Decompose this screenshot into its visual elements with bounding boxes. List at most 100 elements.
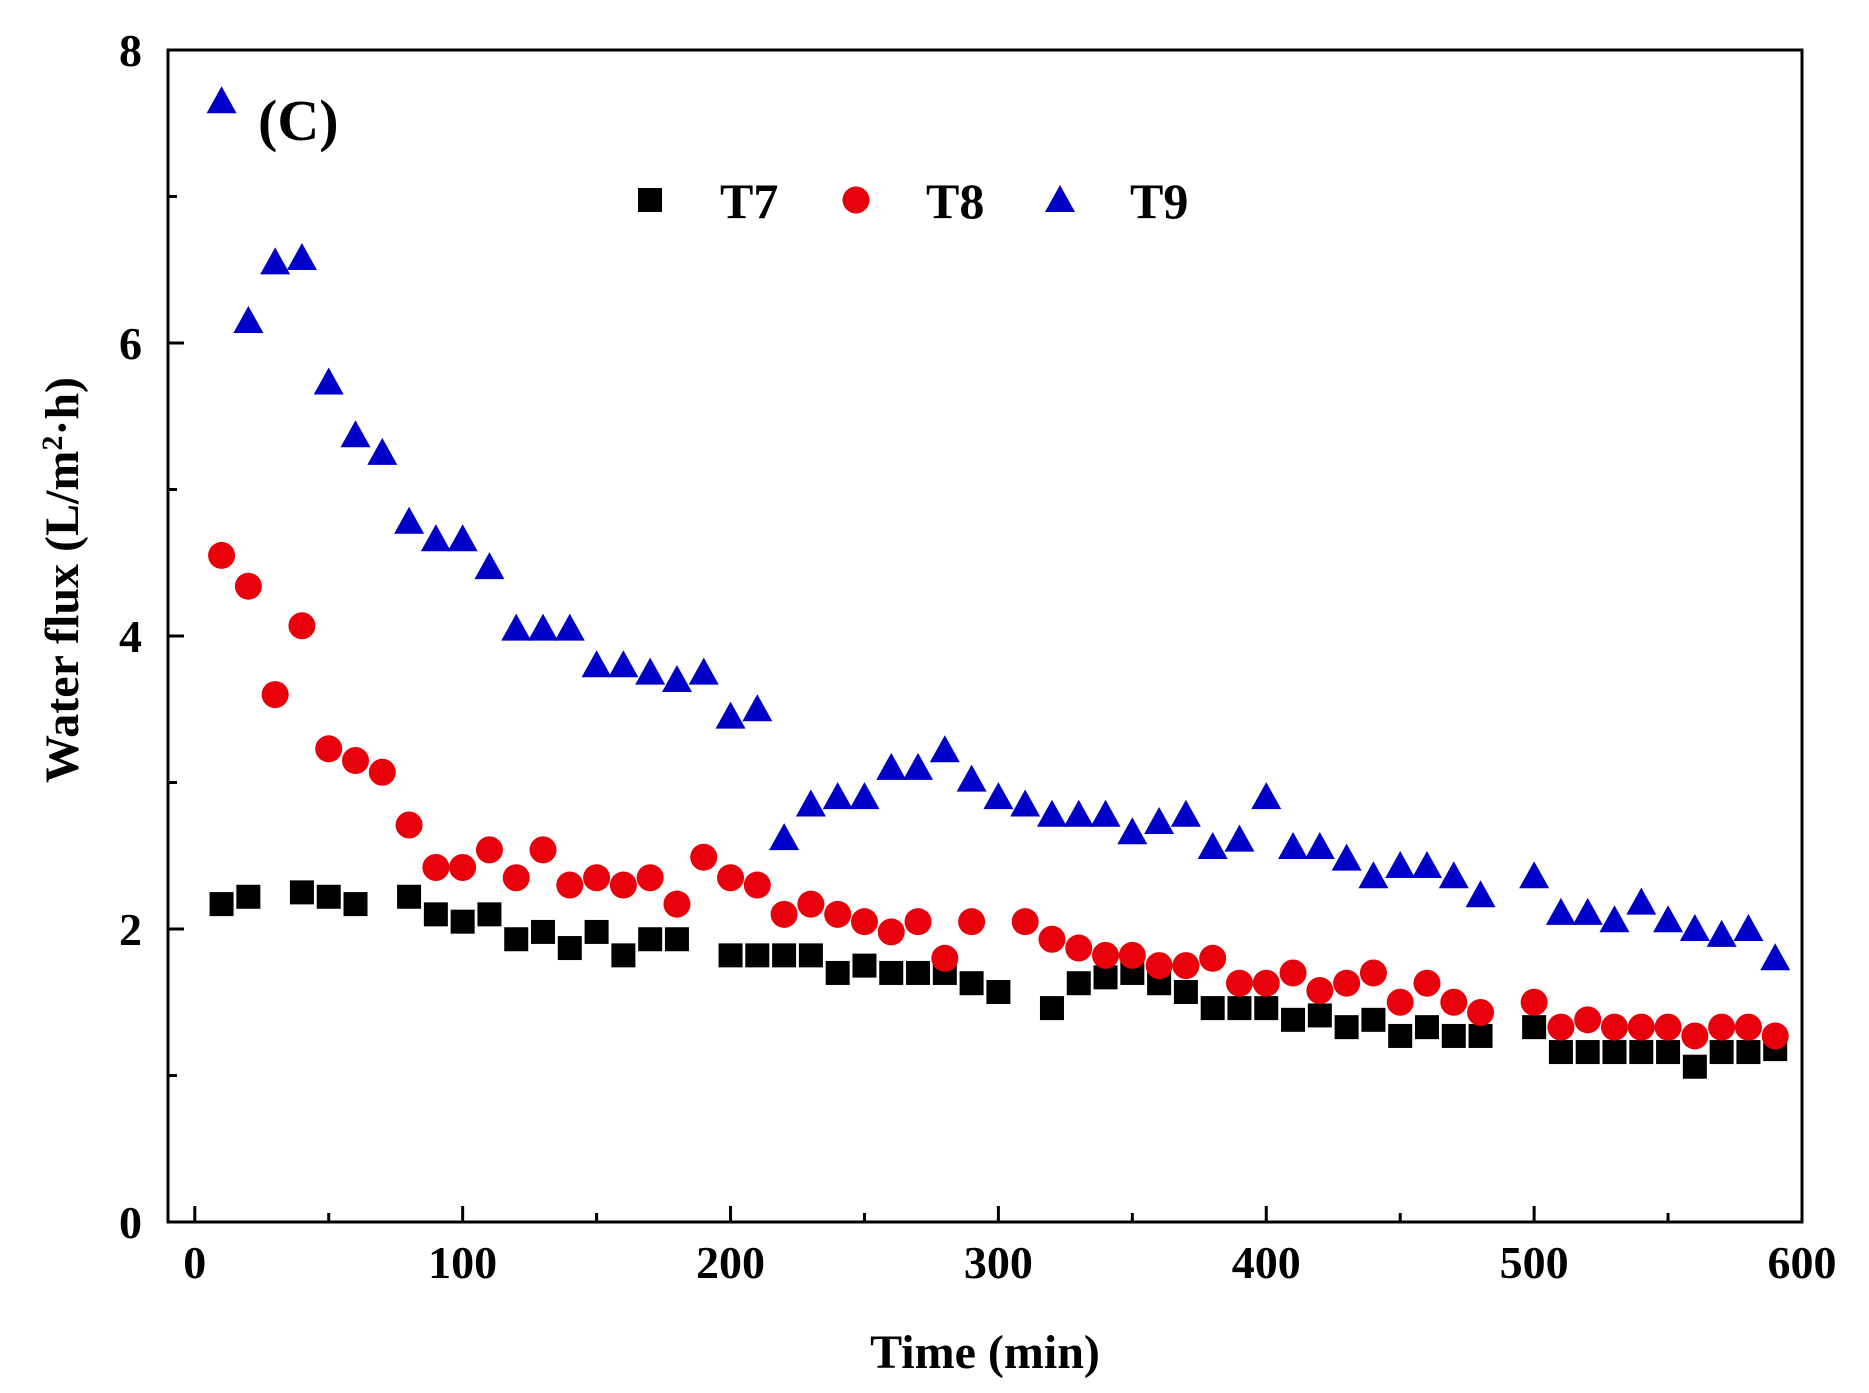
data-point-T9	[849, 782, 880, 810]
data-point-T7	[1173, 979, 1198, 1004]
data-point-T8	[368, 758, 396, 786]
legend-label-T7: T7	[720, 173, 778, 229]
data-point-T8	[1547, 1013, 1575, 1041]
data-point-T8	[1627, 1013, 1655, 1041]
x-tick-label: 300	[964, 1237, 1033, 1288]
legend-marker-T9	[1045, 185, 1075, 212]
data-point-T9	[394, 506, 425, 534]
data-point-T7	[1254, 996, 1279, 1021]
data-point-T7	[316, 884, 341, 909]
data-point-T8	[1333, 969, 1361, 997]
data-point-T9	[635, 657, 666, 685]
data-point-T8	[529, 836, 557, 864]
y-axis-label: Water flux (L/m2·h)	[36, 377, 89, 783]
data-point-T7	[772, 943, 797, 968]
y-tick-label: 8	[119, 25, 142, 76]
data-point-T9	[608, 650, 639, 678]
data-point-T7	[718, 943, 743, 968]
data-point-T9	[447, 524, 478, 552]
data-point-T8	[1172, 952, 1200, 980]
data-point-T8	[904, 908, 932, 936]
data-point-T9	[1010, 789, 1041, 817]
data-point-T7	[611, 943, 636, 968]
data-point-T8	[1306, 977, 1334, 1005]
data-point-T8	[1279, 959, 1307, 987]
data-point-T7	[397, 884, 422, 909]
data-point-T9	[1519, 861, 1550, 889]
series-T8	[208, 541, 1789, 1050]
data-point-T7	[1441, 1023, 1466, 1048]
data-point-T8	[449, 853, 477, 881]
data-point-T8	[663, 890, 691, 918]
y-tick-label: 4	[119, 611, 142, 662]
data-point-T7	[1200, 996, 1225, 1021]
data-point-T7	[798, 943, 823, 968]
data-point-T8	[1065, 934, 1093, 962]
data-point-T9	[1063, 799, 1094, 827]
data-point-T8	[1600, 1013, 1628, 1041]
data-point-T9	[1438, 861, 1469, 889]
y-tick-label: 2	[119, 904, 142, 955]
data-point-T9	[367, 437, 398, 465]
data-point-T7	[1629, 1040, 1654, 1065]
data-point-T8	[743, 871, 771, 899]
data-point-T8	[1038, 925, 1066, 953]
data-point-T7	[1682, 1054, 1707, 1079]
data-point-T9	[1170, 799, 1201, 827]
data-point-T8	[931, 944, 959, 972]
data-point-T8	[636, 864, 664, 892]
data-point-T7	[825, 960, 850, 985]
data-point-T9	[1278, 831, 1309, 859]
data-point-T7	[584, 919, 609, 944]
data-point-T8	[1252, 969, 1280, 997]
data-point-T7	[1388, 1023, 1413, 1048]
x-tick-label: 600	[1768, 1237, 1837, 1288]
data-point-T9	[903, 752, 934, 780]
data-point-T8	[850, 908, 878, 936]
data-point-T9	[769, 823, 800, 851]
data-point-T7	[1468, 1023, 1493, 1048]
data-point-T9	[501, 613, 532, 641]
data-point-T8	[1225, 969, 1253, 997]
data-point-T9	[1465, 880, 1496, 908]
data-point-T9	[1679, 914, 1710, 941]
data-point-T9	[1760, 943, 1791, 971]
data-point-T8	[690, 843, 718, 871]
data-point-T7	[450, 909, 475, 934]
data-point-T8	[1386, 988, 1414, 1016]
data-point-T8	[1708, 1013, 1736, 1041]
x-tick-label: 0	[183, 1237, 206, 1288]
data-point-T8	[315, 735, 343, 763]
data-point-T8	[797, 890, 825, 918]
data-point-T9	[286, 243, 317, 271]
data-point-T8	[288, 612, 316, 640]
data-point-T7	[1227, 996, 1252, 1021]
data-point-T7	[1736, 1040, 1761, 1065]
data-point-T7	[986, 979, 1011, 1004]
data-point-T8	[1199, 944, 1227, 972]
data-point-T7	[209, 892, 234, 917]
data-point-T9	[1411, 851, 1442, 879]
y-tick-label: 6	[119, 318, 142, 369]
data-point-T7	[1281, 1007, 1306, 1032]
data-point-T9	[1036, 799, 1067, 827]
data-point-T8	[583, 864, 611, 892]
data-point-T8	[609, 871, 637, 899]
data-point-T9	[715, 701, 746, 729]
data-point-T7	[1709, 1040, 1734, 1065]
data-point-T9	[822, 782, 853, 810]
series-T9	[206, 86, 1791, 971]
data-point-T8	[208, 541, 236, 569]
data-point-T7	[236, 884, 261, 909]
data-point-T8	[958, 908, 986, 936]
data-point-T9	[876, 752, 907, 780]
data-point-T9	[1224, 824, 1255, 852]
data-point-T8	[395, 811, 423, 839]
data-point-T9	[661, 664, 692, 692]
series-T7	[209, 880, 1788, 1079]
data-point-T9	[554, 613, 585, 641]
data-point-T9	[742, 694, 773, 722]
data-point-T7	[959, 971, 984, 996]
data-point-T7	[1548, 1040, 1573, 1065]
data-point-T9	[260, 247, 291, 275]
